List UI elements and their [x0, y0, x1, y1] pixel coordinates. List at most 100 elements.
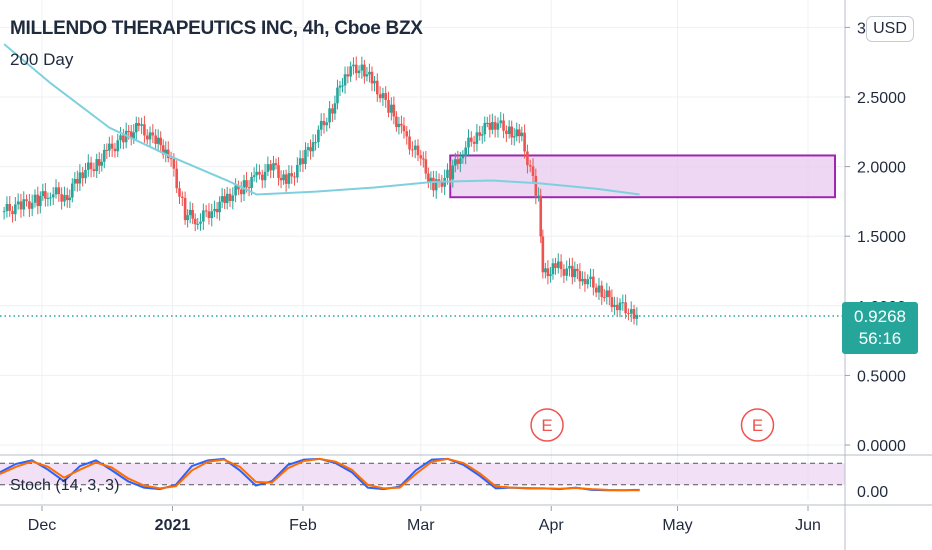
candle-body [290, 173, 294, 177]
candle-body [172, 159, 176, 169]
candle-body [68, 197, 72, 201]
candle-body [576, 268, 579, 272]
chart-title: MILLENDO THERAPEUTICS INC, 4h, Cboe BZX [10, 18, 423, 39]
candle-body [252, 175, 256, 177]
candle-body [429, 177, 433, 182]
candle-body [357, 70, 361, 74]
candle-body [427, 173, 430, 182]
candle-body [602, 296, 606, 298]
candle-body [250, 176, 253, 188]
candle-body [86, 162, 90, 170]
price-axis[interactable]: 3.00002.50002.00001.50001.00000.50000.00… [845, 20, 906, 455]
candle-body [608, 290, 611, 298]
candle-body [76, 178, 79, 184]
candle-body [594, 287, 598, 293]
candle-body [11, 210, 14, 215]
candle-body [137, 123, 141, 126]
candle-body [263, 171, 267, 181]
earnings-marker-label: E [752, 416, 763, 435]
candle-body [568, 265, 571, 269]
candle-body [478, 132, 482, 136]
candle-body [255, 171, 258, 176]
candle-body [239, 189, 243, 195]
candle-body [571, 265, 574, 278]
candle-body [25, 199, 28, 202]
bar-countdown: 56:16 [858, 329, 902, 348]
candle-body [629, 309, 633, 314]
candle-body [365, 74, 369, 77]
candle-body [322, 120, 326, 126]
time-tick-label: Apr [539, 517, 565, 534]
candle-body [600, 285, 604, 297]
candle-body [551, 263, 555, 275]
candle-body [341, 85, 344, 87]
candle-body [517, 129, 521, 137]
time-axis[interactable]: Dec 2021 Feb Mar Apr May Jun [28, 506, 821, 534]
candle-body [493, 122, 497, 130]
candle-body [336, 87, 339, 104]
candle-body [196, 223, 200, 225]
candle-body [499, 120, 503, 124]
candle-body [84, 169, 87, 179]
candle-body [346, 74, 350, 77]
time-tick-label: 2021 [155, 517, 191, 534]
candle-body [605, 290, 609, 298]
candle-body [368, 71, 371, 75]
candle-body [199, 221, 202, 224]
candle-body [148, 132, 152, 140]
candle-body [134, 123, 138, 133]
candle-body [213, 208, 216, 212]
price-tick-label: 0.0000 [857, 438, 906, 455]
candle-body [554, 263, 557, 269]
candle-body [39, 196, 42, 207]
candle-body [565, 268, 568, 276]
candle-body [615, 304, 619, 311]
candle-body [16, 201, 20, 205]
price-candles [2, 56, 639, 326]
time-tick-label: Feb [289, 517, 317, 534]
candle-body [317, 129, 320, 143]
candle-body [411, 149, 414, 151]
candle-body [559, 261, 563, 270]
candle-body [180, 196, 184, 198]
ma-legend-label[interactable]: 200 Day [10, 50, 74, 69]
candle-body [2, 211, 6, 213]
candle-body [475, 132, 479, 144]
candle-body [210, 211, 214, 219]
candle-body [186, 215, 189, 221]
candle-body [183, 197, 187, 221]
stoch-legend-label[interactable]: Stoch (14, 3, 3) [10, 477, 120, 494]
candle-body [485, 122, 489, 124]
candle-body [387, 99, 390, 113]
candle-body [392, 104, 396, 117]
candle-body [331, 108, 334, 114]
earnings-marker-circle [530, 408, 564, 442]
candle-body [354, 64, 358, 74]
candle-body [33, 194, 37, 203]
candle-body [586, 279, 590, 285]
candle-body [613, 304, 616, 308]
candle-body [459, 158, 462, 164]
candle-body [293, 176, 296, 178]
candle-body [272, 163, 275, 171]
candle-body [304, 149, 307, 164]
candle-body [30, 202, 34, 209]
candle-body [159, 137, 162, 146]
currency-button[interactable]: USD [866, 16, 914, 42]
candle-body [22, 199, 26, 210]
candle-body [193, 218, 197, 225]
candle-body [618, 302, 622, 311]
candle-body [446, 169, 449, 178]
candle-body [116, 140, 120, 152]
candle-body [528, 165, 532, 167]
candle-body [223, 196, 226, 204]
candle-body [573, 268, 577, 278]
candle-body [309, 147, 312, 152]
price-tick-label: 0.5000 [857, 368, 906, 385]
candle-body [432, 177, 435, 191]
candle-body [507, 126, 511, 135]
candle-body [57, 187, 61, 195]
candle-body [127, 130, 131, 132]
